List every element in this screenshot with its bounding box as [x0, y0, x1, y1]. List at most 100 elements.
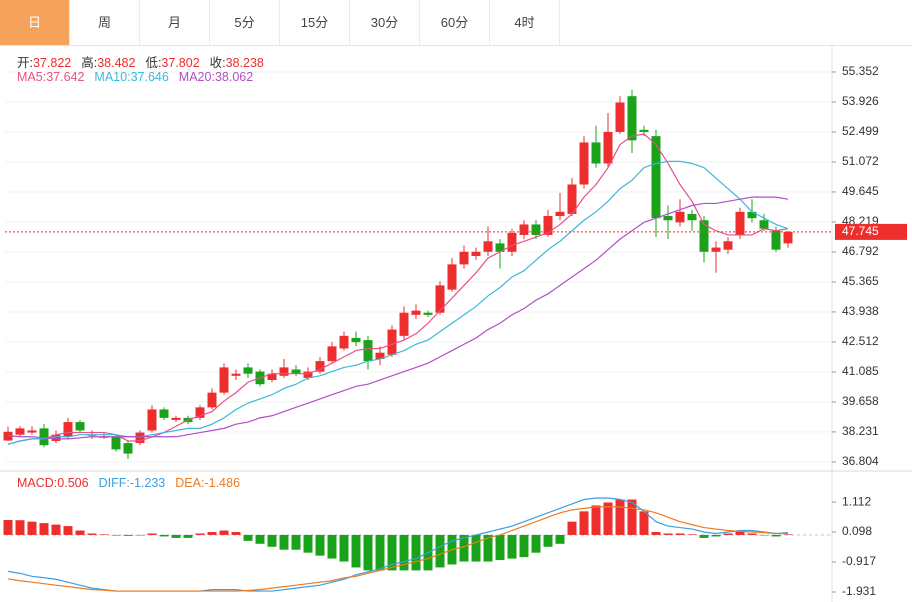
macd-bar	[735, 530, 745, 535]
candle-body	[291, 369, 301, 374]
candle-body	[111, 436, 121, 450]
candle-body	[75, 422, 85, 431]
y-tick-label: 39.658	[842, 394, 879, 408]
period-tab[interactable]: 5分	[210, 0, 280, 45]
macd-bar	[591, 505, 601, 535]
macd-bar	[651, 532, 661, 535]
legend-label: MA5:	[17, 70, 47, 84]
period-tab[interactable]: 60分	[420, 0, 490, 45]
macd-bar	[375, 534, 385, 571]
macd-bar	[615, 499, 625, 535]
legend-value: 37.646	[130, 70, 169, 84]
last-price-box	[835, 223, 907, 240]
candle-body	[159, 409, 169, 418]
candle-body	[507, 232, 517, 252]
legend-value: -1.233	[129, 476, 166, 490]
macd-bar	[87, 533, 97, 535]
macd-bar	[675, 533, 685, 535]
period-tab[interactable]: 日	[0, 0, 70, 45]
ohlc-value: 38.482	[97, 56, 136, 70]
candle-body	[315, 361, 325, 372]
macd-bar	[279, 534, 289, 550]
macd-bar	[111, 534, 121, 536]
candle-body	[555, 211, 565, 217]
candle-body	[15, 428, 25, 435]
macd-bar	[699, 534, 709, 538]
macd-bar	[219, 530, 229, 535]
y-tick-label: 51.072	[842, 154, 879, 168]
legend-value: 38.062	[214, 70, 254, 84]
candle-body	[663, 216, 673, 221]
candle-body	[711, 247, 721, 252]
candle-body	[339, 335, 349, 349]
candle-body	[687, 213, 697, 221]
macd-bar	[567, 521, 577, 535]
period-tab[interactable]: 15分	[280, 0, 350, 45]
y-tick-label: 49.645	[842, 184, 879, 198]
macd-bar	[387, 534, 397, 571]
macd-bar	[27, 521, 37, 535]
candle-body	[435, 285, 445, 313]
macd-bar	[183, 534, 193, 538]
macd-bar	[339, 534, 349, 562]
macd-bar	[471, 534, 481, 562]
period-tab[interactable]: 4时	[490, 0, 560, 45]
y-tick-label: 42.512	[842, 334, 879, 348]
macd-bar	[783, 534, 793, 535]
y-tick-label: 55.352	[842, 64, 879, 78]
indicator-line	[7, 497, 789, 592]
macd-bar	[411, 534, 421, 571]
macd-bar	[255, 534, 265, 544]
candle-body	[243, 367, 253, 374]
macd-bar	[507, 534, 517, 559]
period-tabs: 日周月 5分 15分 30分 60分 4时	[0, 0, 912, 46]
macd-bar	[555, 534, 565, 544]
candle-body	[279, 367, 289, 376]
candle-body	[327, 346, 337, 362]
macd-bar	[627, 499, 637, 535]
candle-body	[147, 409, 157, 431]
last-price-label: 47.745	[842, 224, 879, 238]
legend-label: DIFF:	[98, 476, 130, 490]
candle-body	[675, 211, 685, 223]
macd-bar	[135, 534, 145, 536]
candle-body	[615, 102, 625, 132]
macd-bar	[51, 524, 61, 535]
macd-bar	[39, 523, 49, 535]
y-tick-label: 41.085	[842, 364, 879, 378]
candle-body	[411, 310, 421, 315]
macd-bar	[723, 533, 733, 535]
macd-bar	[15, 520, 25, 535]
period-tab[interactable]: 30分	[350, 0, 420, 45]
candle-body	[591, 142, 601, 164]
period-tab[interactable]: 月	[140, 0, 210, 45]
candle-body	[267, 373, 277, 381]
macd-bar	[231, 532, 241, 535]
candle-body	[123, 443, 133, 454]
candle-body	[447, 264, 457, 290]
ohlc-value: 38.238	[225, 56, 264, 70]
candle-body	[627, 96, 637, 141]
candle-body	[135, 432, 145, 444]
candle-body	[39, 428, 49, 446]
macd-bar	[207, 532, 217, 535]
macd-bar	[759, 534, 769, 536]
macd-bar	[543, 534, 553, 547]
period-tab[interactable]: 周	[70, 0, 140, 45]
macd-legend: MACD:0.506 DIFF:-1.233 DEA:-1.486	[17, 476, 240, 490]
legend-label: MACD:	[17, 476, 58, 490]
macd-bar	[771, 534, 781, 537]
macd-bar	[519, 534, 529, 558]
macd-bar	[711, 534, 721, 537]
y-tick-label: 52.499	[842, 124, 879, 138]
candle-body	[747, 211, 757, 219]
candle-body	[423, 312, 433, 315]
y-tick-label: 1.112	[842, 494, 871, 508]
macd-bar	[267, 534, 277, 547]
macd-bar	[159, 534, 169, 537]
macd-bar	[171, 534, 181, 538]
macd-bar	[291, 534, 301, 550]
macd-bar	[663, 533, 673, 535]
